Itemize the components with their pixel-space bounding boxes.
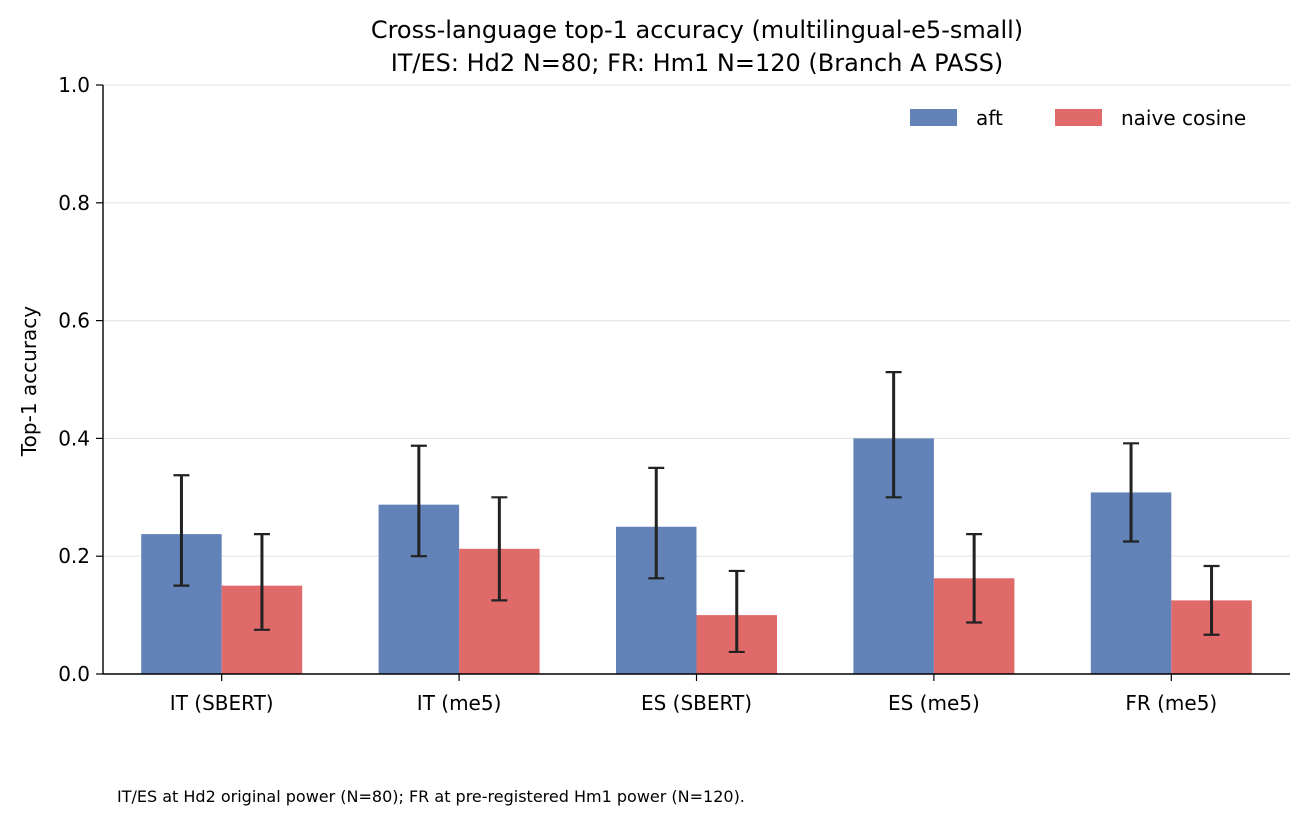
- x-tick-label: IT (me5): [417, 691, 502, 715]
- y-tick-label: 1.0: [58, 73, 90, 97]
- error-bars: [173, 371, 1220, 654]
- y-tick-label: 0.8: [58, 191, 90, 215]
- legend: aft naive cosine: [910, 106, 1246, 130]
- y-axis-label: Top-1 accuracy: [17, 306, 41, 457]
- legend-label: naive cosine: [1121, 106, 1246, 130]
- y-tick-label: 0.0: [58, 662, 90, 686]
- bars: [141, 438, 1252, 674]
- legend-label: aft: [976, 106, 1003, 130]
- y-tick-label: 0.4: [58, 426, 90, 450]
- legend-swatch-aft: [910, 109, 957, 126]
- chart-title: Cross-language top-1 accuracy (multiling…: [371, 16, 1023, 44]
- x-tick-label: FR (me5): [1125, 691, 1217, 715]
- chart-subtitle: IT/ES: Hd2 N=80; FR: Hm1 N=120 (Branch A…: [391, 49, 1004, 77]
- legend-swatch-naive-cosine: [1055, 109, 1102, 126]
- x-tick-label: ES (me5): [888, 691, 980, 715]
- axes: 0.0 0.2 0.4 0.6 0.8 1.0 IT (SBERT) IT (me5) ES (…: [58, 73, 1290, 715]
- x-tick-label: IT (SBERT): [170, 691, 274, 715]
- figure-caption: IT/ES at Hd2 original power (N=80); FR a…: [117, 787, 745, 806]
- x-tick-label: ES (SBERT): [641, 691, 752, 715]
- y-tick-label: 0.6: [58, 309, 90, 333]
- grid-lines: [103, 84, 1290, 557]
- y-tick-label: 0.2: [58, 544, 90, 568]
